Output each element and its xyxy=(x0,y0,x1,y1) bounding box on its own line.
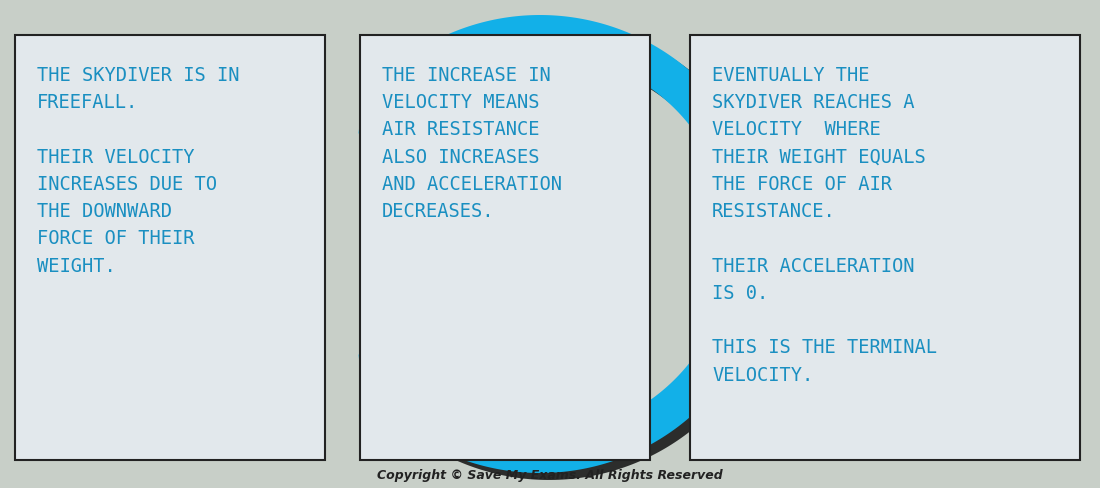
Text: THE SKYDIVER IS IN
FREEFALL.

THEIR VELOCITY
INCREASES DUE TO
THE DOWNWARD
FORCE: THE SKYDIVER IS IN FREEFALL. THEIR VELOC… xyxy=(37,66,240,275)
Text: EVENTUALLY THE
SKYDIVER REACHES A
VELOCITY  WHERE
THEIR WEIGHT EQUALS
THE FORCE : EVENTUALLY THE SKYDIVER REACHES A VELOCI… xyxy=(712,66,937,384)
Text: Copyright © Save My Exams. All Rights Reserved: Copyright © Save My Exams. All Rights Re… xyxy=(377,468,723,481)
Polygon shape xyxy=(359,96,396,134)
Polygon shape xyxy=(367,362,405,400)
Polygon shape xyxy=(374,23,778,480)
Text: THE INCREASE IN
VELOCITY MEANS
AIR RESISTANCE
ALSO INCREASES
AND ACCELERATION
DE: THE INCREASE IN VELOCITY MEANS AIR RESIS… xyxy=(382,66,562,221)
FancyBboxPatch shape xyxy=(15,36,324,460)
Polygon shape xyxy=(367,102,405,141)
FancyBboxPatch shape xyxy=(690,36,1080,460)
FancyBboxPatch shape xyxy=(360,36,650,460)
Polygon shape xyxy=(364,16,769,473)
Polygon shape xyxy=(359,355,396,393)
